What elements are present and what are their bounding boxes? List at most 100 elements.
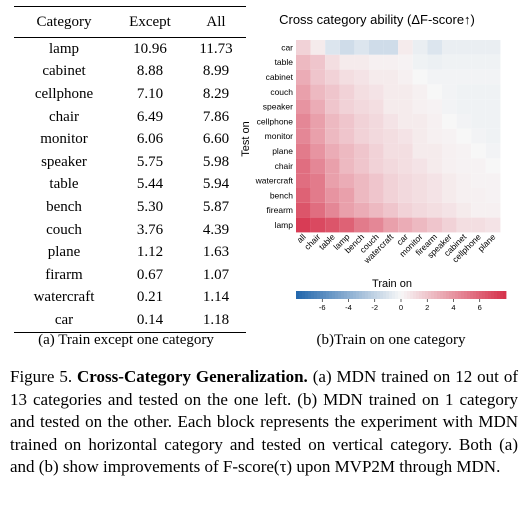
colorbar-segment bbox=[320, 291, 324, 299]
colorbar-segment bbox=[332, 291, 336, 299]
colorbar-segment bbox=[383, 291, 387, 299]
heatmap-cell bbox=[485, 114, 501, 129]
heatmap-cell bbox=[442, 128, 457, 144]
heatmap-cell bbox=[383, 143, 399, 159]
heatmap-cell bbox=[325, 40, 340, 55]
colorbar-tick-label: -2 bbox=[371, 303, 378, 312]
heatmap-cell bbox=[398, 173, 413, 188]
heatmap-cell bbox=[339, 128, 355, 144]
colorbar-segment bbox=[377, 291, 381, 299]
heatmap-cell bbox=[354, 84, 369, 100]
heatmap-cell bbox=[296, 54, 311, 70]
heatmap-cell bbox=[383, 54, 399, 70]
heatmap-x-axis-label: Train on bbox=[372, 278, 412, 290]
heatmap-panel: Cross category ability (ΔF-score↑) car ta… bbox=[240, 2, 528, 352]
colorbar-tick-label: -6 bbox=[319, 303, 326, 312]
row-all-cell: 1.63 bbox=[202, 244, 230, 261]
colorbar-segment bbox=[308, 291, 312, 299]
colorbar-segment bbox=[302, 291, 306, 299]
heatmap-cell bbox=[354, 69, 369, 85]
heatmap-cell bbox=[398, 114, 413, 129]
colorbar-segment bbox=[428, 291, 432, 299]
colorbar-segment bbox=[422, 291, 426, 299]
colorbar-segment bbox=[344, 291, 348, 299]
heatmap-cell bbox=[339, 54, 355, 70]
colorbar-segment bbox=[356, 291, 360, 299]
heatmap-cell bbox=[354, 173, 369, 188]
colorbar-segment bbox=[326, 291, 330, 299]
colorbar-segment bbox=[443, 291, 447, 299]
colorbar-segment bbox=[503, 291, 507, 299]
heatmap-cell bbox=[310, 217, 326, 233]
heatmap-cell bbox=[456, 99, 472, 114]
heatmap-cell bbox=[471, 69, 486, 85]
colorbar-segment bbox=[407, 291, 411, 299]
heatmap-cell bbox=[339, 217, 355, 233]
heatmap-title: Cross category ability (ΔF-score↑) bbox=[279, 12, 475, 27]
heatmap-cell bbox=[412, 40, 428, 55]
heatmap-cell bbox=[325, 158, 340, 174]
table-row: lamp 10.96 11.73 bbox=[14, 38, 246, 61]
heatmap-cell bbox=[456, 84, 472, 100]
heatmap-cell bbox=[339, 188, 355, 203]
heatmap-cell bbox=[427, 54, 442, 70]
colorbar-segment bbox=[362, 291, 366, 299]
heatmap-cell bbox=[412, 188, 428, 203]
colorbar-segment bbox=[413, 291, 417, 299]
heatmap-cell bbox=[442, 40, 457, 55]
heatmap-cell bbox=[383, 128, 399, 144]
heatmap-cell bbox=[398, 40, 413, 55]
heatmap-cell bbox=[296, 202, 311, 218]
heatmap-cell bbox=[427, 158, 442, 174]
colorbar-segment bbox=[473, 291, 477, 299]
colorbar-segment bbox=[446, 291, 450, 299]
heatmap-cell bbox=[485, 69, 501, 85]
colorbar-segment bbox=[419, 291, 423, 299]
heatmap-cell bbox=[339, 202, 355, 218]
colorbar-segment bbox=[470, 291, 474, 299]
heatmap-cell bbox=[339, 69, 355, 85]
heatmap-cell bbox=[369, 84, 384, 100]
heatmap-cell bbox=[325, 188, 340, 203]
table-body: lamp 10.96 11.73 cabinet 8.88 8.99 cellphone 7.… bbox=[14, 38, 246, 333]
heatmap-y-tick-label: couch bbox=[270, 87, 293, 97]
heatmap-cell bbox=[412, 202, 428, 218]
heatmap-cell bbox=[485, 217, 501, 233]
heatmap-cell bbox=[310, 158, 326, 174]
heatmap-cell bbox=[310, 128, 326, 144]
colorbar-segment bbox=[338, 291, 342, 299]
heatmap-cell bbox=[442, 54, 457, 70]
row-except-cell: 3.76 bbox=[136, 221, 164, 238]
row-except-cell: 7.10 bbox=[136, 85, 164, 102]
row-all-cell: 7.86 bbox=[202, 108, 230, 125]
heatmap-cell bbox=[412, 99, 428, 114]
heatmap-cell bbox=[398, 202, 413, 218]
heatmap-cell bbox=[485, 40, 501, 55]
colorbar-segment bbox=[365, 291, 369, 299]
heatmap-cell bbox=[325, 143, 340, 159]
heatmap-cell bbox=[471, 114, 486, 129]
row-category-cell: cellphone bbox=[34, 85, 94, 102]
row-except-cell: 0.21 bbox=[136, 289, 164, 306]
colorbar-segment bbox=[311, 291, 315, 299]
heatmap-cell bbox=[471, 143, 486, 159]
heatmap-y-tick-labels: car table cabinet couch speaker cellphone moni… bbox=[255, 42, 294, 230]
heatmap-cell bbox=[471, 128, 486, 144]
colorbar-tick-label: 6 bbox=[478, 303, 482, 312]
heatmap-cell bbox=[398, 69, 413, 85]
heatmap-cell bbox=[296, 158, 311, 174]
colorbar-segment bbox=[296, 291, 300, 299]
heatmap-cell bbox=[310, 69, 326, 85]
colorbar-segment bbox=[497, 291, 501, 299]
colorbar-segment bbox=[458, 291, 462, 299]
colorbar-segment bbox=[335, 291, 339, 299]
heatmap-y-tick-label: cabinet bbox=[266, 72, 294, 82]
row-all-cell: 11.73 bbox=[199, 40, 233, 57]
heatmap-cell bbox=[383, 173, 399, 188]
heatmap-cell bbox=[427, 114, 442, 129]
heatmap-cell bbox=[310, 173, 326, 188]
results-table: Category Except All lamp 10.96 11.73 cabine… bbox=[14, 6, 246, 333]
colorbar-segment bbox=[299, 291, 303, 299]
colorbar-tick-label: -4 bbox=[345, 303, 352, 312]
heatmap-cell bbox=[471, 99, 486, 114]
